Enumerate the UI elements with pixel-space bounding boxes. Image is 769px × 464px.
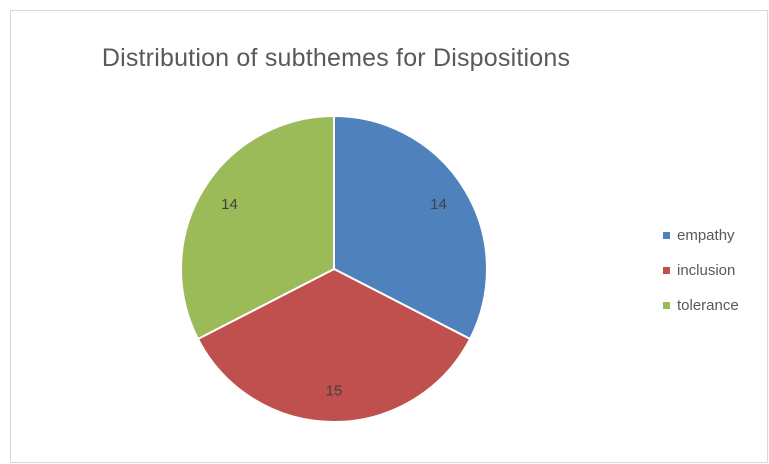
data-label-empathy: 14 <box>430 196 447 213</box>
legend-item-empathy: empathy <box>663 224 769 247</box>
legend-item-inclusion: inclusion <box>663 259 769 282</box>
legend: empathy inclusion tolerance <box>663 224 769 329</box>
chart-title: Distribution of subthemes for Dispositio… <box>101 44 571 72</box>
pie-slice-tolerance <box>180 114 335 341</box>
legend-label-empathy: empathy <box>677 227 735 244</box>
pie-chart: 14 15 14 <box>180 114 488 423</box>
legend-item-tolerance: tolerance <box>663 294 769 317</box>
data-label-inclusion: 15 <box>326 382 343 399</box>
pie-data-labels: 14 15 14 <box>221 196 447 399</box>
legend-swatch-tolerance <box>663 302 670 309</box>
pie-slice-empathy <box>333 114 488 341</box>
legend-swatch-empathy <box>663 232 670 239</box>
data-label-tolerance: 14 <box>221 196 238 213</box>
legend-label-inclusion: inclusion <box>677 262 736 279</box>
pie-slices <box>180 114 488 423</box>
pie-slice-inclusion <box>196 267 472 423</box>
chart-area: Distribution of subthemes for Dispositio… <box>10 10 768 463</box>
legend-label-tolerance: tolerance <box>677 297 739 314</box>
legend-swatch-inclusion <box>663 267 670 274</box>
